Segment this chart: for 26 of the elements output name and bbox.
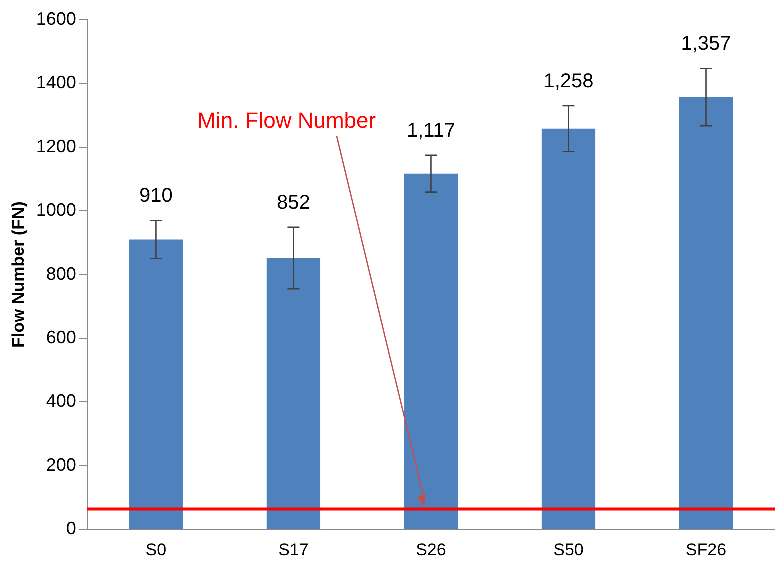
x-tick-label: S0 bbox=[146, 540, 167, 560]
x-tick-label: S26 bbox=[416, 540, 446, 560]
bar bbox=[266, 258, 321, 530]
data-label: 1,117 bbox=[406, 120, 456, 142]
y-tick-label: 1600 bbox=[36, 8, 76, 29]
y-tick-label: 1000 bbox=[36, 200, 76, 220]
y-tick-label: 800 bbox=[46, 264, 76, 284]
bar bbox=[679, 97, 734, 530]
y-tick-label: 1400 bbox=[36, 72, 76, 93]
data-label: 1,357 bbox=[681, 33, 732, 56]
x-tick-label: S50 bbox=[554, 540, 584, 560]
data-label: 910 bbox=[140, 185, 173, 208]
y-axis-title: Flow Number (FN) bbox=[8, 202, 28, 348]
bar bbox=[129, 240, 184, 530]
y-tick-label: 400 bbox=[46, 391, 76, 412]
y-tick-label: 1200 bbox=[36, 136, 76, 156]
ref-line-label: Min. Flow Number bbox=[198, 108, 376, 133]
y-tick-label: 600 bbox=[46, 327, 76, 348]
y-tick-label: 0 bbox=[66, 518, 76, 539]
bar bbox=[404, 174, 458, 530]
bar bbox=[542, 128, 596, 530]
data-label: 1,258 bbox=[544, 70, 594, 93]
x-tick-label: S17 bbox=[278, 540, 309, 560]
y-tick-label: 200 bbox=[46, 454, 76, 475]
data-label: 852 bbox=[277, 192, 310, 214]
x-tick-label: SF26 bbox=[686, 540, 727, 560]
